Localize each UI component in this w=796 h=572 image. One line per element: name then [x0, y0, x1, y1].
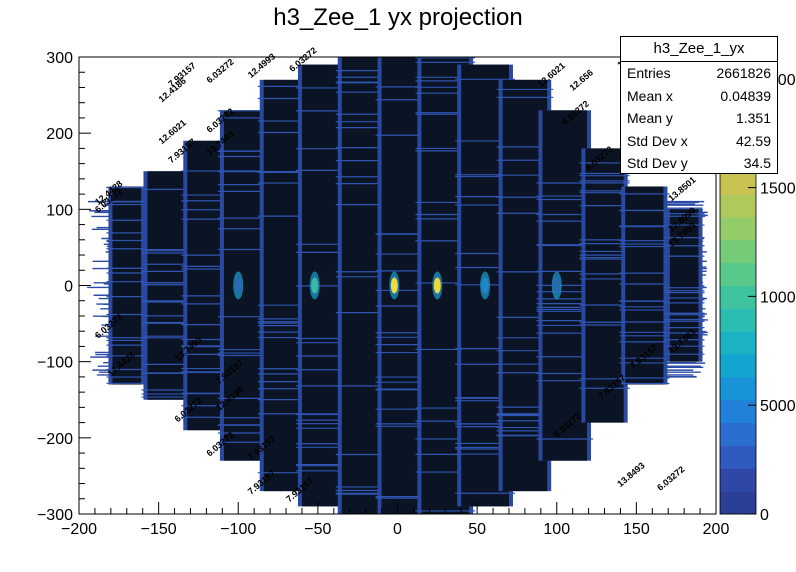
y-tick-label: 0: [64, 279, 73, 296]
y-tick-label: −300: [37, 507, 73, 524]
colorbar-segment: [720, 468, 756, 492]
stats-box: h3_Zee_1_yx Entries 2661826 Mean x 0.048…: [620, 36, 778, 174]
stats-value: 2661826: [716, 65, 771, 81]
x-tick-label: −150: [141, 521, 177, 538]
x-tick-label: 200: [703, 521, 730, 538]
y-tick-label: 100: [46, 202, 73, 219]
hotspot: [553, 277, 561, 294]
hotspot: [433, 277, 441, 294]
z-tick-label: 5000: [760, 398, 796, 415]
colorbar-segment: [720, 354, 756, 378]
column-1: [147, 171, 186, 400]
hotspot: [234, 277, 242, 294]
y-tick-label: −100: [37, 355, 73, 372]
colorbar-segment: [720, 216, 756, 241]
colorbar-segment: [720, 285, 756, 309]
x-tick-label: 0: [393, 521, 402, 538]
x-tick-label: 50: [468, 521, 486, 538]
hotspot: [390, 277, 398, 294]
colorbar-segment: [720, 491, 756, 515]
stats-row-mean-x: Mean x 0.04839: [621, 85, 777, 108]
stats-label: Std Dev y: [627, 155, 688, 172]
stats-value: 1.351: [735, 110, 771, 127]
colorbar-segment: [720, 308, 756, 332]
z-tick-label: 0: [760, 507, 769, 524]
stats-value: 34.5: [743, 155, 771, 172]
stats-value: 42.59: [735, 132, 771, 149]
stats-row-entries: Entries 2661826: [621, 62, 777, 85]
hotspot: [311, 277, 319, 294]
column-2: [187, 140, 226, 431]
x-tick-label: −200: [61, 521, 97, 538]
y-tick-label: 200: [46, 126, 73, 143]
colorbar-segment: [720, 445, 756, 469]
stats-row-mean-y: Mean y 1.351: [621, 107, 777, 130]
colorbar-segment: [720, 262, 756, 286]
colorbar-segment: [720, 422, 756, 446]
x-tick-label: −100: [220, 521, 256, 538]
colorbar-segment: [720, 171, 756, 195]
stats-label: Mean x: [627, 87, 673, 104]
stats-label: Std Dev x: [627, 132, 688, 149]
stats-label: Mean y: [627, 110, 673, 127]
column-12: [585, 148, 624, 423]
colorbar-segment: [720, 239, 756, 264]
column-0: [112, 186, 142, 385]
column-13: [625, 186, 664, 385]
x-tick-label: 150: [623, 521, 650, 538]
colorbar-segment: [720, 399, 756, 424]
x-tick-label: −50: [304, 521, 331, 538]
x-tick-label: 100: [543, 521, 570, 538]
stats-value: 0.04839: [720, 87, 771, 104]
colorbar-segment: [720, 331, 756, 355]
y-tick-label: 300: [46, 50, 73, 67]
stats-row-stddev-y: Std Dev y 34.5: [621, 152, 777, 175]
y-tick-label: −200: [37, 431, 73, 448]
hotspot: [481, 277, 489, 294]
stats-title: h3_Zee_1_yx: [621, 37, 777, 62]
chart-title: h3_Zee_1 yx projection: [273, 4, 523, 31]
column-14: [669, 209, 699, 362]
colorbar-segment: [720, 376, 756, 401]
stats-row-stddev-x: Std Dev x 42.59: [621, 130, 777, 153]
z-tick-label: 10000: [760, 289, 796, 306]
stats-label: Entries: [627, 65, 671, 81]
colorbar-segment: [720, 194, 756, 218]
